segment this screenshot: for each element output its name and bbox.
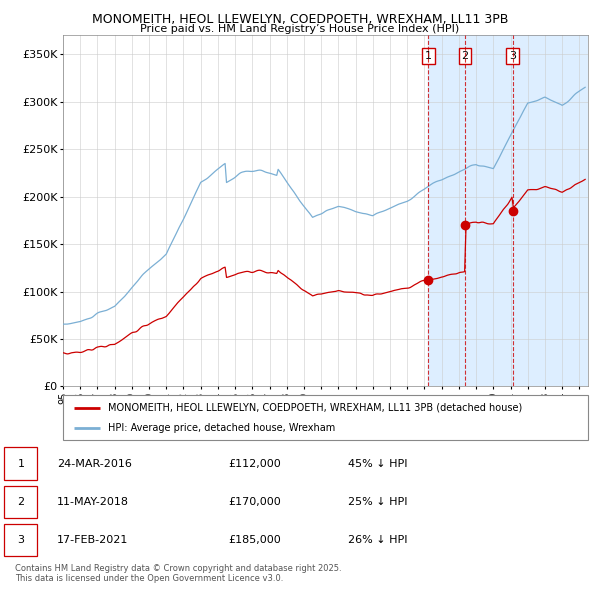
Text: MONOMEITH, HEOL LLEWELYN, COEDPOETH, WREXHAM, LL11 3PB: MONOMEITH, HEOL LLEWELYN, COEDPOETH, WRE… [92, 13, 508, 26]
Text: £112,000: £112,000 [228, 459, 281, 468]
Text: 1: 1 [17, 459, 25, 468]
Text: 1: 1 [425, 51, 432, 61]
Text: HPI: Average price, detached house, Wrexham: HPI: Average price, detached house, Wrex… [107, 424, 335, 434]
Text: £185,000: £185,000 [228, 536, 281, 545]
Text: 11-MAY-2018: 11-MAY-2018 [57, 497, 129, 507]
Text: Contains HM Land Registry data © Crown copyright and database right 2025.
This d: Contains HM Land Registry data © Crown c… [15, 563, 341, 583]
Text: 45% ↓ HPI: 45% ↓ HPI [348, 459, 407, 468]
Text: Price paid vs. HM Land Registry’s House Price Index (HPI): Price paid vs. HM Land Registry’s House … [140, 24, 460, 34]
FancyBboxPatch shape [63, 395, 588, 440]
Text: £170,000: £170,000 [228, 497, 281, 507]
Bar [428, 35, 588, 386]
Text: 2: 2 [17, 497, 25, 507]
Text: MONOMEITH, HEOL LLEWELYN, COEDPOETH, WREXHAM, LL11 3PB (detached house): MONOMEITH, HEOL LLEWELYN, COEDPOETH, WRE… [107, 403, 522, 412]
Text: 17-FEB-2021: 17-FEB-2021 [57, 536, 128, 545]
Text: 26% ↓ HPI: 26% ↓ HPI [348, 536, 407, 545]
Text: 25% ↓ HPI: 25% ↓ HPI [348, 497, 407, 507]
Text: 2: 2 [461, 51, 469, 61]
Text: 3: 3 [509, 51, 516, 61]
Text: 24-MAR-2016: 24-MAR-2016 [57, 459, 132, 468]
Text: 3: 3 [17, 536, 25, 545]
